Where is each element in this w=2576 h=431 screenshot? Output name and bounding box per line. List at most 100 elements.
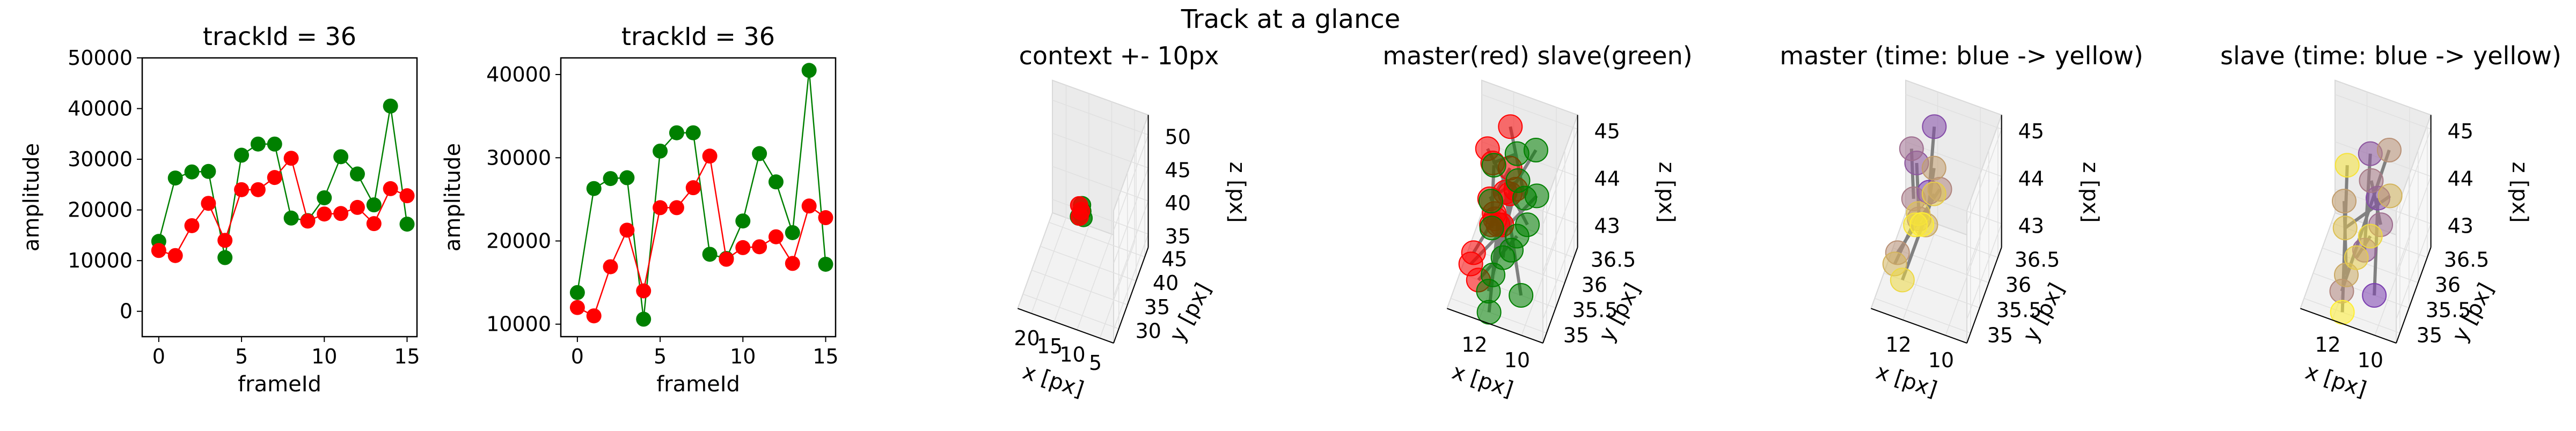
data-point-green <box>217 250 233 265</box>
z-tick-label: 44 <box>1594 167 1620 190</box>
data-point-green <box>333 149 349 165</box>
data-point-green <box>586 181 602 196</box>
data-point-red <box>653 200 668 216</box>
z-tick-label: 43 <box>2448 214 2473 238</box>
grid-line <box>1052 166 1148 202</box>
data-point-red <box>184 218 200 233</box>
data-point-green <box>366 197 382 213</box>
z-tick-label: 44 <box>2018 167 2044 190</box>
grid-line <box>1966 224 2002 320</box>
grid-line <box>1945 239 1981 336</box>
grid-line <box>1022 293 1119 329</box>
series-line-red <box>158 157 407 257</box>
data-point-green <box>752 146 767 161</box>
data-point <box>2344 245 2369 270</box>
chart-1: trackId = 36 0 5 10 15 0 10000 20000 30000 40000 5… <box>19 22 420 397</box>
x-tick-label: 10 <box>2358 348 2383 372</box>
data-point <box>2377 183 2403 209</box>
chart-2: trackId = 36 0 5 10 15 10000 20000 30000 40000 fr… <box>441 22 839 397</box>
data-point-green <box>184 164 200 180</box>
chart-title: trackId = 36 <box>621 22 775 51</box>
data-point-red <box>669 200 684 216</box>
grid-line <box>1031 217 1067 314</box>
data-point <box>2362 283 2387 308</box>
data-point-red <box>586 308 602 324</box>
grid-line <box>1874 298 1971 333</box>
data-point-green <box>167 170 183 186</box>
y-tick-label: 30000 <box>68 147 133 171</box>
data-point <box>1504 224 1529 249</box>
grid-line <box>2312 272 2410 308</box>
z-tick-label: 50 <box>1165 125 1191 149</box>
y-tick-label: 36 <box>2006 273 2031 296</box>
y-tick-label: 30 <box>1136 319 1161 343</box>
z-tick-label: 43 <box>1594 214 1620 238</box>
plot-frame <box>560 57 837 338</box>
data-point <box>1509 283 1534 308</box>
y-tick-label: 35.5 <box>1996 298 2042 322</box>
data-point-red <box>818 210 833 226</box>
data-point-red <box>366 216 382 232</box>
z-tick-label: 40 <box>1165 191 1191 215</box>
y-tick-label: 20000 <box>68 198 133 222</box>
grid-line <box>2322 247 2419 283</box>
grid-line <box>2396 224 2432 320</box>
z-tick-label: 44 <box>2448 167 2473 190</box>
data-point-red <box>619 222 635 238</box>
y-tick-label: 36.5 <box>2015 248 2060 271</box>
data-point-green <box>349 166 365 182</box>
data-point-green <box>768 174 784 190</box>
y-tick-label: 40000 <box>68 97 133 121</box>
x-tick-label: 5 <box>1089 351 1102 375</box>
x-tick-label: 20 <box>1014 326 1040 350</box>
grid-line <box>1521 239 1557 336</box>
data-point-red <box>719 251 734 267</box>
data-point-red <box>768 229 784 244</box>
z-tick-label: 45 <box>1594 120 1620 143</box>
y-tick-label: 35 <box>1144 295 1170 319</box>
z-tick-label: 35 <box>1165 225 1191 248</box>
data-point <box>1490 245 1516 270</box>
data-point <box>1070 207 1089 226</box>
data-point-red <box>201 196 216 211</box>
data-point-red <box>399 188 415 204</box>
figure-suptitle: Track at a glance <box>1181 4 1401 34</box>
grid-line <box>1053 226 1089 322</box>
data-point-green <box>283 210 299 226</box>
x-tick-label: 0 <box>152 345 165 368</box>
z-axis-label: z [px] <box>1225 162 1249 223</box>
grid-line <box>1542 129 1578 225</box>
data-point-red <box>603 259 618 274</box>
data-point <box>1890 267 1915 293</box>
data-point <box>2332 189 2357 214</box>
data-point-green <box>383 98 398 114</box>
x-tick-label: 10 <box>1928 348 1954 372</box>
y-axis-line <box>1542 247 1578 344</box>
data-point-green <box>317 190 332 205</box>
x-tick-label: 5 <box>235 345 248 368</box>
data-point <box>1909 212 1935 237</box>
data-point-red <box>167 248 183 263</box>
data-point-green <box>702 247 718 262</box>
x-tick-label: 10 <box>730 345 756 368</box>
data-point-green <box>619 170 635 185</box>
plot-frame <box>141 57 418 338</box>
grid-line <box>2396 176 2432 272</box>
grid-line <box>1113 234 1149 330</box>
data-point-green <box>603 171 618 187</box>
y-tick-label: 35 <box>1987 323 2013 347</box>
data-point <box>2358 224 2383 249</box>
x-axis-line <box>1018 308 1114 344</box>
grid-line <box>2374 239 2410 336</box>
z-tick-label: 43 <box>2018 214 2044 238</box>
grid-line <box>1031 270 1128 306</box>
chart-title: context +- 10px <box>1019 41 1219 70</box>
grid-line <box>1113 167 1149 264</box>
data-point <box>1524 183 1549 209</box>
grid-line <box>1052 100 1148 136</box>
data-point-green <box>685 125 701 140</box>
x-tick-label: 15 <box>813 345 838 368</box>
